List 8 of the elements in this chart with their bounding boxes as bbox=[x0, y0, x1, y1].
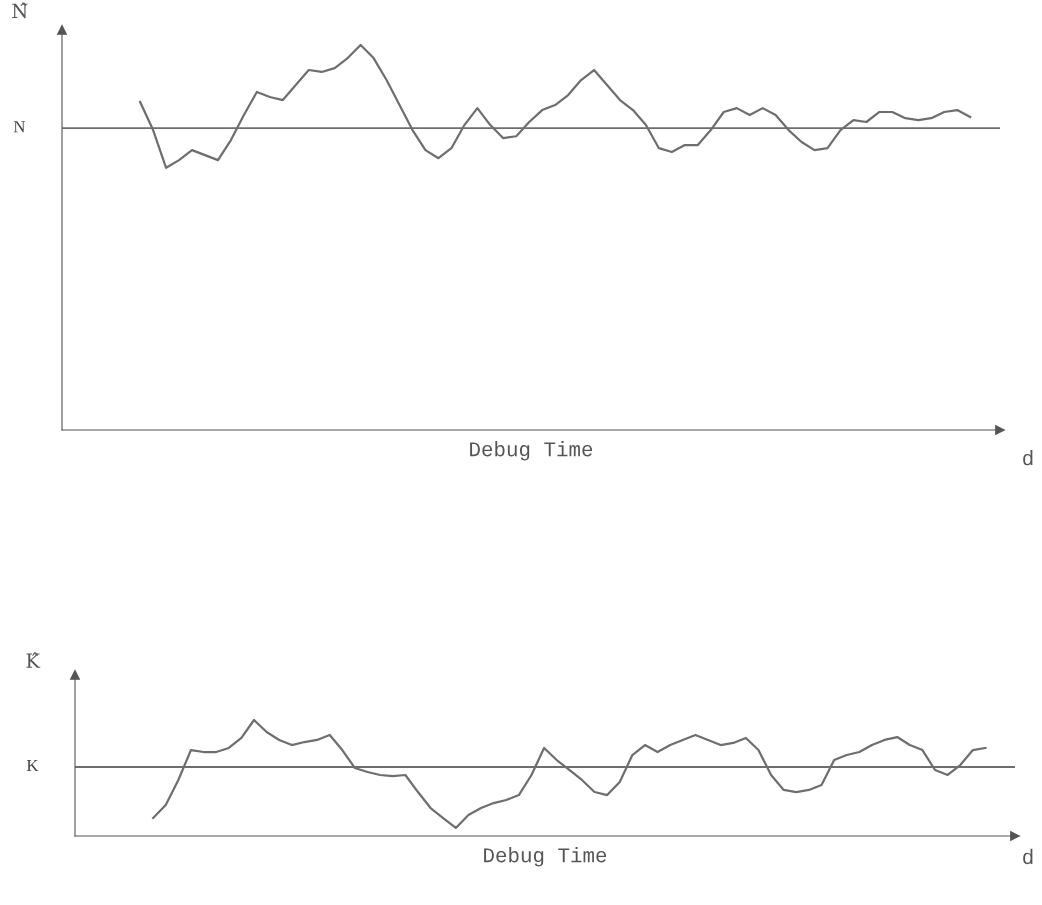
ref-line-label: K bbox=[26, 760, 39, 771]
y-axis-title: N̂ bbox=[12, 2, 28, 19]
x-axis-title: Debug Time bbox=[470, 441, 593, 461]
y-axis-title: K̂ bbox=[26, 652, 41, 668]
x-axis-title: Debug Time bbox=[484, 847, 607, 867]
text: d bbox=[1023, 848, 1033, 865]
ref-line-label: N bbox=[13, 121, 26, 133]
text: d bbox=[1023, 450, 1033, 466]
